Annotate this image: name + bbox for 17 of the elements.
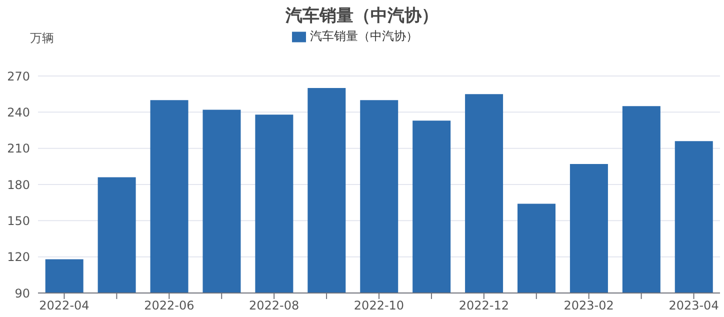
y-axis-title: 万辆 <box>30 30 54 47</box>
legend-label: 汽车销量（中汽协） <box>310 29 418 43</box>
x-tick-label: 2023-04 <box>668 298 719 313</box>
chart-title: 汽车销量（中汽协） <box>284 5 440 27</box>
y-tick-label: 240 <box>7 105 30 120</box>
y-tick-label: 180 <box>7 178 30 192</box>
x-tick-label: 2022-12 <box>458 298 509 313</box>
y-tick-label: 90 <box>14 286 30 300</box>
y-tick-label: 270 <box>7 69 30 84</box>
x-tick-label: 2023-02 <box>564 298 614 313</box>
x-tick-label: 2022-04 <box>39 298 90 313</box>
y-tick-label: 120 <box>7 250 30 264</box>
y-tick-label: 150 <box>7 214 30 228</box>
x-tick-label: 2022-08 <box>249 298 300 313</box>
x-tick-label: 2022-10 <box>354 298 404 313</box>
y-tick-label: 210 <box>7 142 30 156</box>
x-tick-label: 2022-06 <box>144 298 194 313</box>
